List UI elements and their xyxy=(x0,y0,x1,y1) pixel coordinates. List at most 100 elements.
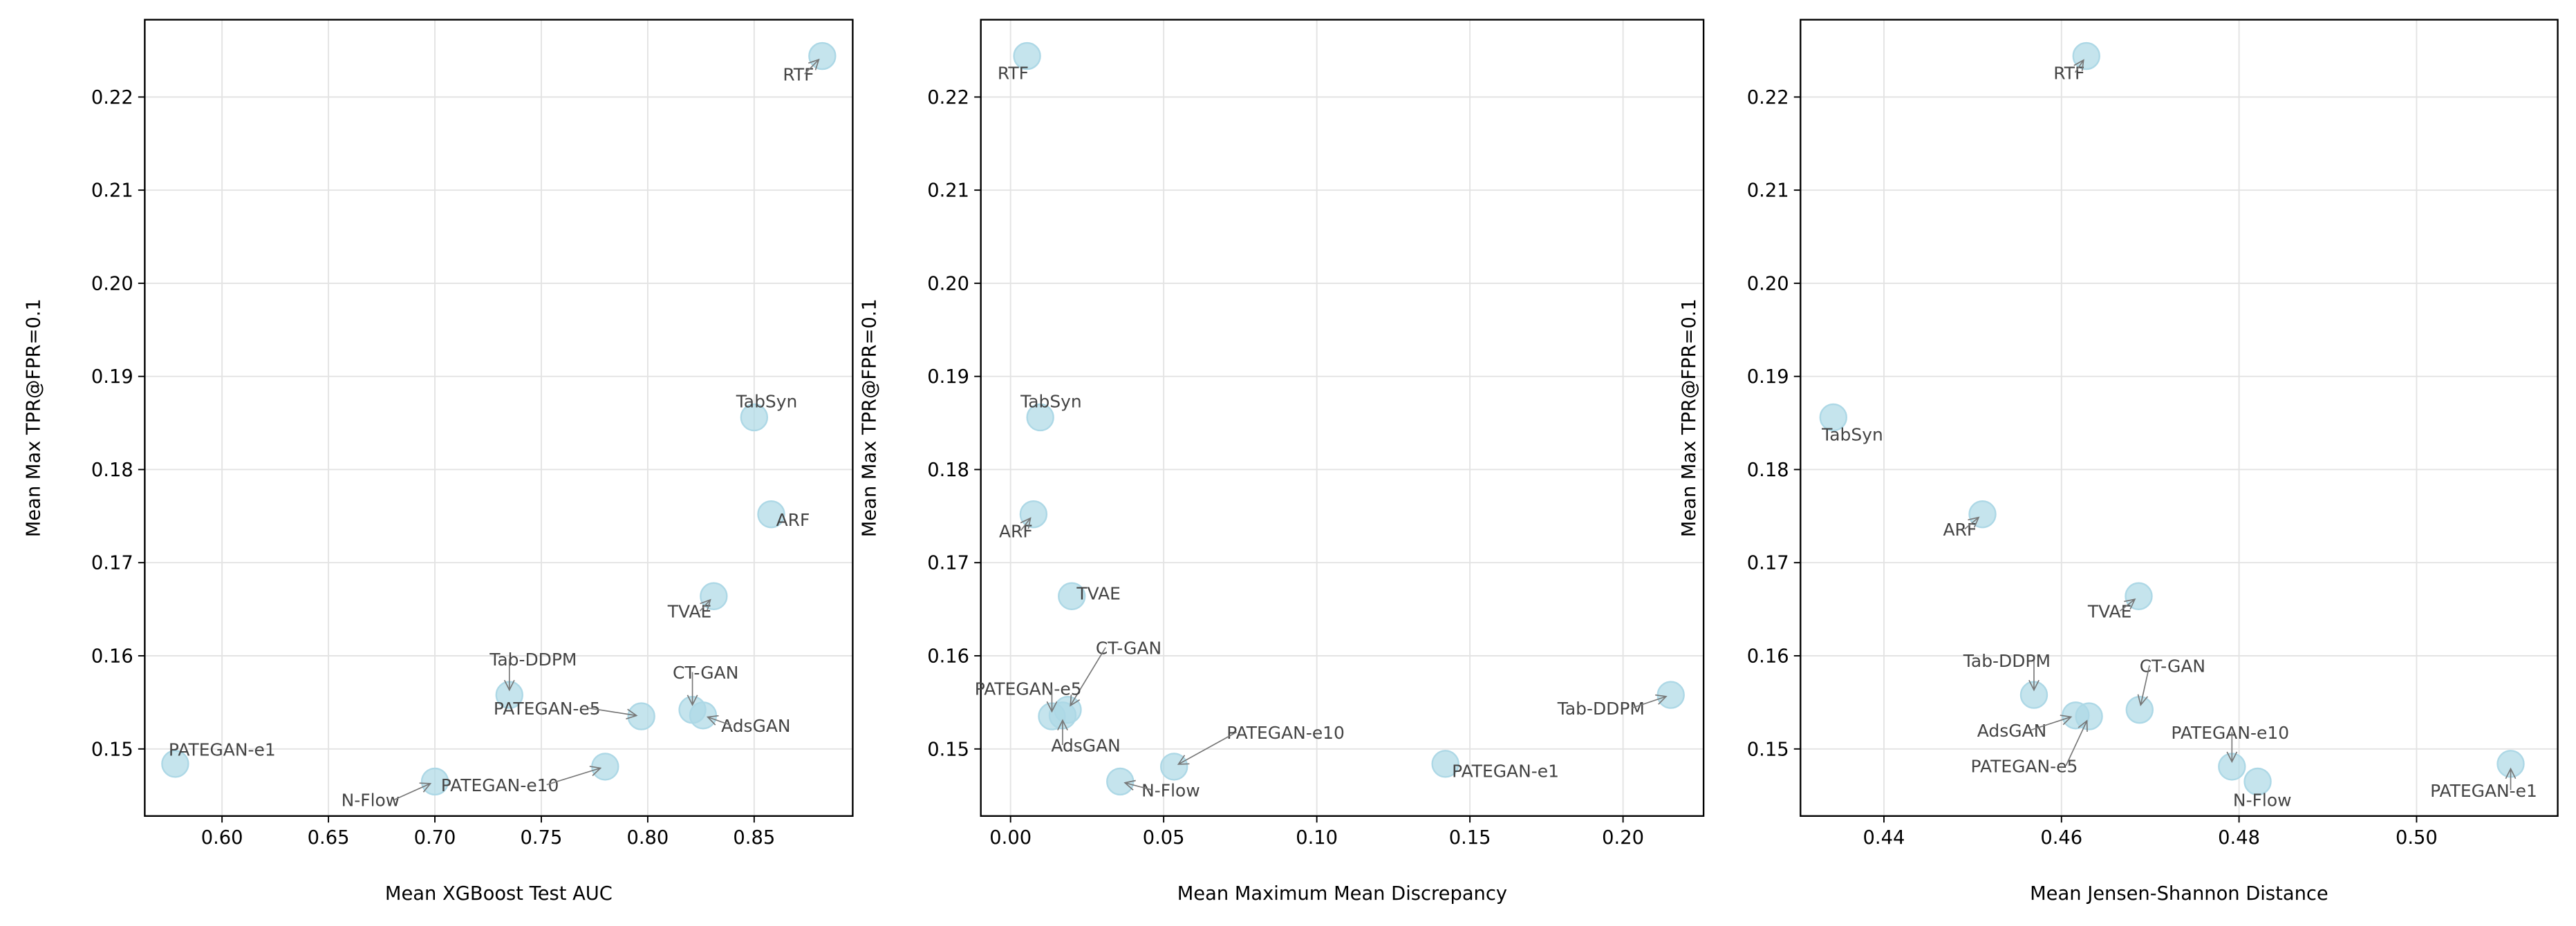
annotation-arrow xyxy=(1178,731,1237,765)
point-label: N-Flow xyxy=(2233,791,2292,811)
point-label: PATEGAN-e5 xyxy=(975,679,1082,699)
data-point xyxy=(1819,403,1847,432)
x-tick-label: 0.65 xyxy=(308,827,350,849)
x-tick-label: 0.50 xyxy=(2396,827,2438,849)
data-point xyxy=(1019,500,1048,529)
y-tick-label: 0.17 xyxy=(927,553,969,574)
arrowhead xyxy=(419,782,432,793)
arrowhead xyxy=(1046,701,1058,713)
y-tick-label: 0.16 xyxy=(1747,646,1789,668)
data-point xyxy=(1968,500,1997,529)
annotation-arrow xyxy=(2065,720,2088,766)
annotation-arrow xyxy=(1631,696,1667,709)
x-tick-label: 0.46 xyxy=(2040,827,2082,849)
point-label: CT-GAN xyxy=(1096,638,1161,658)
point-label: PATEGAN-e10 xyxy=(2171,723,2289,743)
arrowhead xyxy=(1070,694,1081,707)
point-label: PATEGAN-e10 xyxy=(1226,723,1345,743)
data-point xyxy=(1026,403,1054,432)
y-tick-label: 0.19 xyxy=(91,366,133,388)
point-label: TVAE xyxy=(1076,584,1121,604)
y-axis-label: Mean Max TPR@FPR=0.1 xyxy=(1679,299,1700,537)
x-tick-label: 0.44 xyxy=(1863,827,1905,849)
point-label: RTF xyxy=(998,63,1029,83)
y-tick-label: 0.18 xyxy=(1747,460,1789,481)
y-tick-label: 0.20 xyxy=(1747,273,1789,294)
annotation-arrow xyxy=(546,767,601,786)
arrowhead xyxy=(626,708,638,720)
point-label: TabSyn xyxy=(1020,392,1082,412)
arrowhead xyxy=(2078,719,2088,733)
data-point xyxy=(757,500,785,529)
point-label: PATEGAN-e1 xyxy=(2430,781,2537,801)
x-tick-label: 0.15 xyxy=(1449,827,1491,849)
y-tick-label: 0.22 xyxy=(1747,87,1789,108)
x-tick-label: 0.10 xyxy=(1296,827,1338,849)
data-point xyxy=(740,403,769,432)
arrowhead xyxy=(2124,598,2136,610)
arrowhead xyxy=(808,58,820,70)
annotation-arrow xyxy=(394,783,431,800)
arrowhead xyxy=(1177,755,1190,765)
y-tick-label: 0.17 xyxy=(1747,553,1789,574)
x-tick-label: 0.70 xyxy=(414,827,456,849)
data-point xyxy=(591,753,619,781)
annotation-arrow xyxy=(1020,518,1032,531)
data-point xyxy=(2125,695,2154,724)
axes-frame xyxy=(1800,19,2559,818)
y-tick-label: 0.20 xyxy=(927,273,969,294)
arrowhead xyxy=(687,694,698,706)
y-tick-label: 0.20 xyxy=(91,273,133,294)
annotation-arrow xyxy=(2140,665,2150,706)
y-tick-label: 0.22 xyxy=(927,87,969,108)
point-label: TVAE xyxy=(667,602,712,622)
annotation-arrow xyxy=(699,599,711,612)
x-tick-label: 0.75 xyxy=(521,827,563,849)
annotation-arrow xyxy=(2074,59,2084,73)
point-label: CT-GAN xyxy=(2140,656,2205,677)
arrowhead xyxy=(2028,679,2040,692)
annotation-arrow xyxy=(2119,598,2136,612)
data-point xyxy=(2125,582,2153,610)
data-point xyxy=(1431,750,1459,778)
point-label: PATEGAN-e5 xyxy=(494,699,601,719)
data-point xyxy=(1013,41,1041,70)
y-tick-label: 0.17 xyxy=(91,553,133,574)
arrowhead xyxy=(2137,694,2149,707)
x-tick-label: 0.80 xyxy=(626,827,669,849)
arrowhead xyxy=(1123,779,1136,791)
arrowhead xyxy=(1655,694,1668,705)
annotation-arrow xyxy=(2030,716,2071,731)
data-point xyxy=(1656,681,1685,709)
x-tick-label: 0.05 xyxy=(1143,827,1185,849)
point-label: Tab-DDPM xyxy=(1963,651,2051,671)
annotation-arrow xyxy=(804,59,819,75)
point-label: N-Flow xyxy=(342,791,400,811)
point-label: PATEGAN-e1 xyxy=(169,739,276,759)
point-label: PATEGAN-e1 xyxy=(1452,761,1559,781)
x-axis-label: Mean Jensen-Shannon Distance xyxy=(2030,883,2328,905)
point-label: TabSyn xyxy=(1821,424,1883,444)
arrowhead xyxy=(2226,751,2238,764)
point-label: Tab-DDPM xyxy=(489,650,577,670)
data-point xyxy=(2075,702,2103,730)
data-point xyxy=(689,701,718,730)
axes-frame xyxy=(980,19,1705,818)
point-label: N-Flow xyxy=(1141,780,1200,800)
data-point xyxy=(1058,582,1086,610)
point-label: ARF xyxy=(776,510,810,530)
point-label: PATEGAN-e10 xyxy=(441,775,559,795)
y-tick-label: 0.16 xyxy=(91,646,133,668)
arrowhead xyxy=(503,679,515,692)
y-tick-label: 0.18 xyxy=(91,460,133,481)
annotation-arrow xyxy=(588,707,637,717)
x-tick-label: 0.20 xyxy=(1602,827,1644,849)
point-label: AdsGAN xyxy=(1051,736,1120,756)
data-point xyxy=(627,702,655,730)
point-label: AdsGAN xyxy=(721,716,790,736)
point-label: CT-GAN xyxy=(673,663,738,683)
arrowhead xyxy=(1968,516,1980,528)
arrowhead xyxy=(1057,719,1068,731)
x-tick-label: 0.48 xyxy=(2218,827,2260,849)
